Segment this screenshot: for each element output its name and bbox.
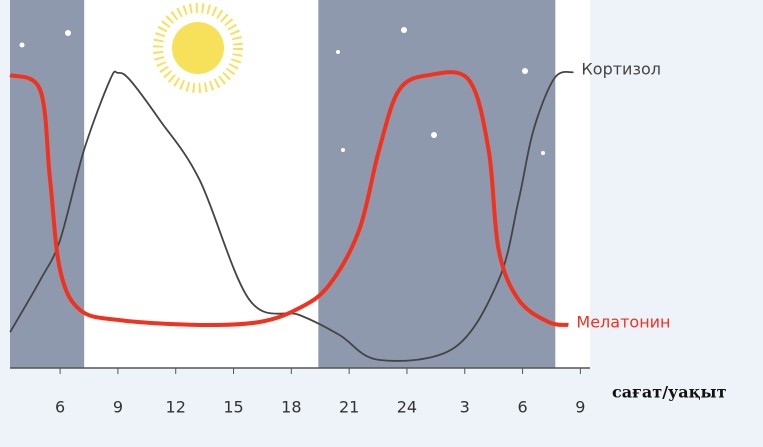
star xyxy=(65,30,71,36)
series-label: Мелатонин xyxy=(576,312,670,331)
x-tick-label: 18 xyxy=(281,398,301,417)
sun-disc xyxy=(172,22,224,74)
night-band xyxy=(10,0,85,368)
x-axis-label: сағат/уақыт xyxy=(612,383,727,402)
x-tick-label: 9 xyxy=(113,398,123,417)
x-tick-label: 24 xyxy=(397,398,417,417)
star xyxy=(541,151,545,155)
x-tick-label: 21 xyxy=(339,398,359,417)
x-tick-label: 6 xyxy=(55,398,65,417)
x-tick-label: 15 xyxy=(223,398,243,417)
sun xyxy=(153,3,243,93)
star xyxy=(336,50,340,54)
stars xyxy=(19,27,545,155)
x-tick-label: 6 xyxy=(517,398,527,417)
star xyxy=(522,68,528,74)
star xyxy=(19,42,25,48)
x-tick-label: 3 xyxy=(460,398,470,417)
star xyxy=(341,148,345,152)
star xyxy=(431,132,437,138)
night-bands xyxy=(10,0,556,368)
series-label: Кортизол xyxy=(581,60,661,79)
star xyxy=(401,27,407,33)
night-band xyxy=(318,0,556,368)
sun-rays xyxy=(153,3,243,93)
series-line xyxy=(9,70,569,328)
x-tick-label: 9 xyxy=(575,398,585,417)
x-tick-label: 12 xyxy=(166,398,186,417)
series-line xyxy=(9,70,574,362)
